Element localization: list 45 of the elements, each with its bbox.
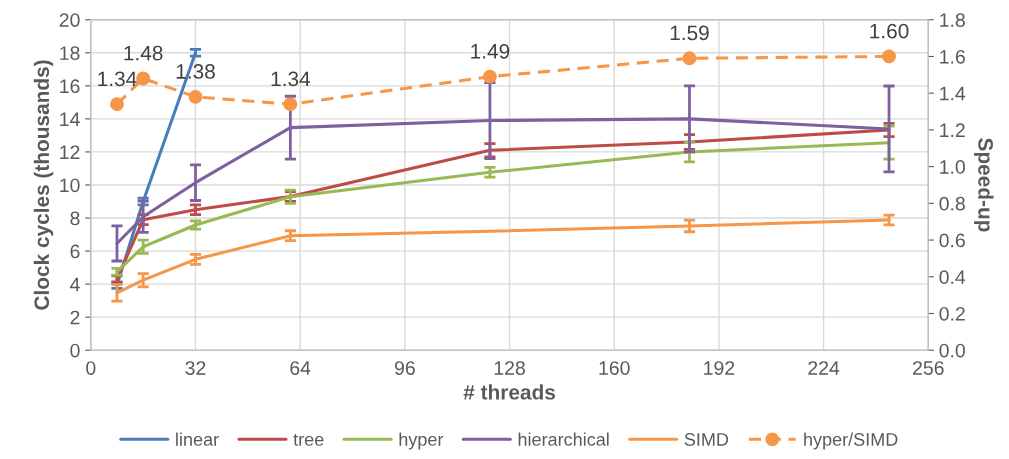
y2-tick-label: 1.6 — [940, 49, 965, 64]
x-tick-label: 160 — [599, 361, 630, 375]
y-tick-label: 6 — [70, 244, 80, 259]
y2-tick-label: 0.8 — [939, 196, 965, 211]
x-tick-label: 96 — [394, 361, 415, 375]
y2-tick-label: 0.0 — [939, 343, 965, 358]
data-label: 1.59 — [670, 25, 709, 41]
y2-axis-title: Speed-up — [974, 138, 994, 232]
data-label: 1.34 — [98, 71, 137, 87]
y-tick-label: 16 — [60, 79, 80, 94]
y2-tick-label: 1.0 — [940, 160, 965, 174]
x-tick-label: 64 — [290, 361, 311, 375]
legend-label: hierarchical — [518, 432, 609, 446]
y-tick-label: 10 — [60, 178, 80, 193]
y-axis-title: Clock cycles (thousands) — [33, 60, 54, 310]
legend-label: SIMD — [684, 433, 729, 446]
data-label: 1.34 — [271, 71, 311, 87]
x-tick-label: 128 — [494, 361, 525, 375]
y2-tick-label: 0.4 — [939, 270, 966, 285]
data-label: 1.60 — [870, 23, 909, 39]
legend-label: linear — [176, 432, 219, 446]
data-label: 1.48 — [124, 45, 163, 61]
y2-tick-label: 0.6 — [939, 233, 965, 248]
x-tick-label: 192 — [704, 361, 735, 375]
y-tick-label: 8 — [70, 211, 80, 226]
x-tick-label: 256 — [913, 361, 944, 375]
x-tick-label: 0 — [86, 361, 96, 375]
legend-label: hyper/SIMD — [804, 432, 898, 450]
y2-tick-label: 1.2 — [940, 123, 965, 137]
y-tick-label: 18 — [60, 46, 80, 61]
x-axis-title: # threads — [463, 384, 556, 400]
x-tick-label: 224 — [808, 361, 840, 375]
data-label: 1.49 — [471, 43, 510, 59]
y2-tick-label: 0.2 — [939, 306, 965, 321]
y-tick-label: 0 — [70, 343, 80, 358]
x-tick-label: 32 — [185, 361, 206, 375]
y-tick-label: 12 — [60, 145, 80, 159]
y2-tick-label: 1.8 — [940, 13, 965, 27]
y-tick-label: 14 — [60, 112, 80, 126]
y-tick-label: 2 — [70, 310, 80, 325]
y-tick-label: 4 — [70, 277, 80, 292]
legend-label: hyper — [399, 432, 444, 450]
legend-label: tree — [293, 433, 324, 446]
y2-tick-label: 1.4 — [940, 86, 966, 101]
y-tick-label: 20 — [59, 13, 80, 27]
